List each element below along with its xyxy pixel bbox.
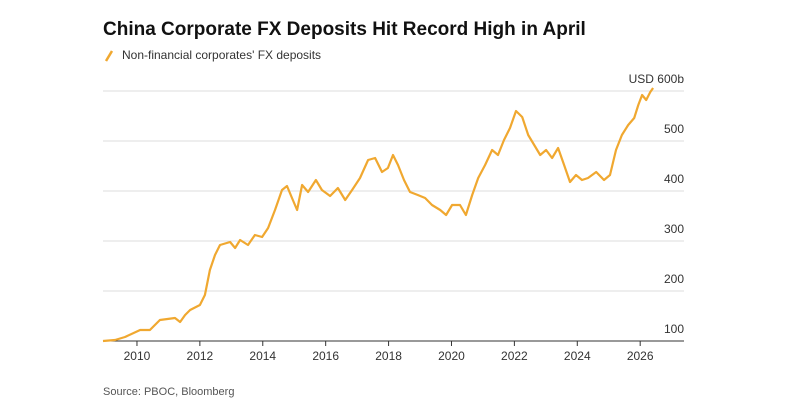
x-tick-label: 2024 (564, 349, 591, 363)
x-tick-label: 2012 (187, 349, 214, 363)
x-tick-label: 2014 (249, 349, 276, 363)
y-tick-label: 200 (664, 272, 684, 286)
y-tick-label: 500 (664, 122, 684, 136)
x-tick-label: 2018 (375, 349, 402, 363)
x-tick-label: 2010 (124, 349, 151, 363)
y-tick-label: 100 (664, 322, 684, 336)
x-tick-label: 2022 (501, 349, 528, 363)
data-line (102, 87, 655, 343)
chart-title: China Corporate FX Deposits Hit Record H… (103, 19, 586, 40)
legend-swatch (104, 50, 114, 62)
y-tick-label: USD 600b (629, 72, 685, 86)
y-tick-label: 400 (664, 172, 684, 186)
legend-label: Non-financial corporates' FX deposits (122, 48, 321, 62)
x-tick-label: 2020 (438, 349, 465, 363)
source-note: Source: PBOC, Bloomberg (103, 386, 234, 398)
y-tick-label: 300 (664, 222, 684, 236)
x-tick-label: 2016 (312, 349, 339, 363)
x-tick-label: 2026 (627, 349, 654, 363)
